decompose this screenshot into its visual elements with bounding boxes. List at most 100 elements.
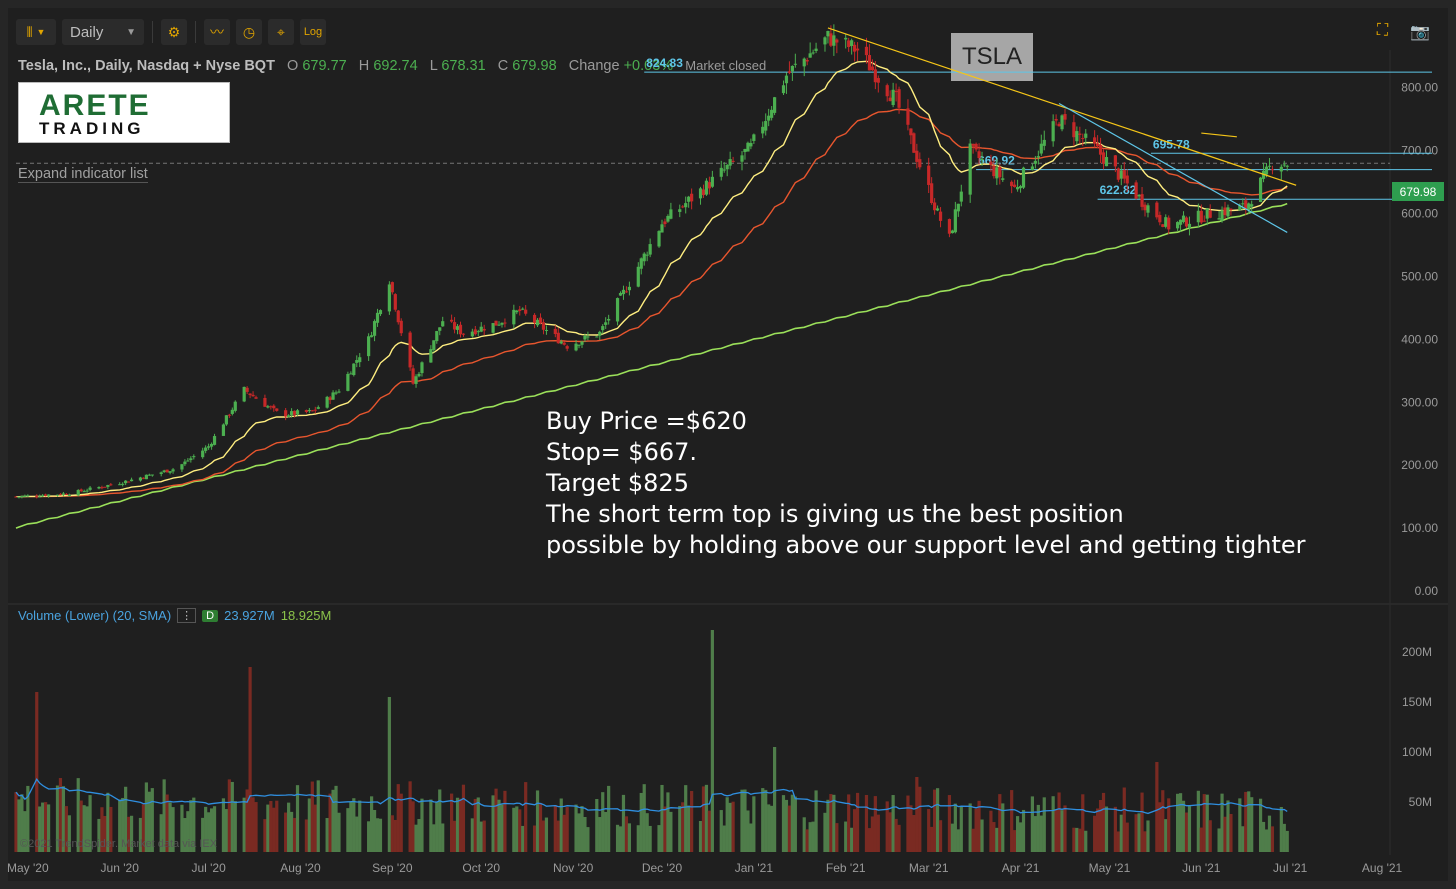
x-tick-label: Jul '21 (1273, 861, 1308, 875)
volume-bar (254, 802, 258, 852)
volume-bar (802, 817, 806, 852)
volume-bar (870, 816, 874, 852)
candle-body (767, 115, 771, 121)
volume-bar (1244, 791, 1248, 852)
log-scale-button[interactable]: Log (300, 19, 326, 45)
volume-bar (227, 779, 231, 852)
indicators-button[interactable]: 〰 (204, 19, 230, 45)
candle-body (1122, 169, 1126, 179)
volume-bar (1187, 806, 1192, 852)
volume-bar (189, 800, 193, 852)
volume-bar (1084, 830, 1088, 852)
volume-bar (221, 798, 226, 852)
candle-body (470, 331, 474, 337)
candle-body (1205, 208, 1209, 219)
fullscreen-icon[interactable]: ⛶ (1376, 22, 1389, 39)
volume-bar (1167, 798, 1171, 852)
candle-body (998, 167, 1002, 178)
market-status: Market closed (685, 58, 767, 73)
volume-bar (304, 819, 309, 852)
candle-body (850, 40, 854, 46)
ticker-box: TSLA (951, 33, 1033, 81)
volume-bar (1030, 796, 1035, 852)
volume-bar (165, 794, 169, 852)
volume-bar (1229, 813, 1233, 852)
symbol-line: Tesla, Inc., Daily, Nasdaq + Nyse BQT (18, 58, 275, 74)
volume-bar (595, 798, 599, 852)
candle-body (1146, 205, 1150, 213)
replay-button[interactable]: ◷ (236, 19, 262, 45)
volume-bar (230, 781, 234, 852)
high-label: H (358, 58, 370, 74)
volume-bar (666, 792, 670, 852)
volume-bar (938, 820, 943, 852)
volume-bar (144, 782, 148, 852)
candle-body (46, 494, 51, 497)
settings-button[interactable]: ⚙ (161, 19, 187, 45)
candle-body (150, 474, 154, 476)
volume-bar (1013, 830, 1017, 852)
candle-body (636, 266, 640, 287)
volume-bar (497, 799, 501, 852)
candle-body (781, 85, 786, 94)
candle-body (1063, 114, 1067, 120)
candle-body (707, 182, 712, 189)
candle-body (847, 40, 851, 48)
volume-bar (1285, 830, 1289, 852)
volume-bar (118, 799, 122, 852)
candle-body (1161, 224, 1165, 227)
x-tick-label: Sep '20 (372, 861, 413, 875)
candle-body (1202, 220, 1206, 222)
candle-body (1054, 118, 1058, 121)
volume-bar (1036, 804, 1040, 852)
candle-body (272, 405, 276, 409)
candle-body (974, 143, 978, 150)
crosshair-button[interactable]: ⌖ (268, 19, 294, 45)
candle-body (390, 282, 394, 293)
camera-icon[interactable]: 📷 (1410, 24, 1430, 41)
volume-bar (82, 805, 86, 852)
volume-bar (372, 809, 377, 852)
toolbar: ⫴ ▼ Daily ▼ ⚙ 〰 ◷ ⌖ Log (16, 18, 326, 46)
more-options-icon[interactable]: ⋮ (177, 608, 197, 623)
chart-type-button[interactable]: ⫴ ▼ (16, 19, 56, 45)
volume-bar (358, 800, 362, 852)
volume-bar (867, 828, 872, 852)
x-tick-label: May '20 (7, 861, 49, 875)
candle-body (844, 37, 848, 40)
volume-bar (701, 786, 706, 852)
volume-bar (266, 804, 270, 852)
volume-bar (781, 795, 786, 852)
candle-body (372, 321, 377, 336)
volume-bar (933, 789, 937, 852)
candle-body (1095, 143, 1100, 147)
candle-body (121, 483, 125, 485)
candle-body (118, 484, 122, 486)
candle-body (583, 335, 587, 340)
volume-bar (251, 797, 255, 852)
low-value: 678.31 (441, 58, 486, 74)
volume-bar (645, 813, 649, 852)
expand-indicator-list-link[interactable]: Expand indicator list (18, 166, 148, 183)
candle-body (639, 258, 643, 269)
sma-long-line (15, 202, 1288, 529)
candle-body (1164, 217, 1168, 227)
candle-body (82, 491, 86, 493)
interval-select[interactable]: Daily ▼ (62, 19, 144, 45)
candle-body (64, 493, 68, 495)
change-label: Change (568, 58, 620, 74)
x-tick-label: Aug '21 (1362, 861, 1403, 875)
volume-sma-line (15, 777, 1288, 815)
volume-bar (275, 800, 279, 852)
candle-body (482, 328, 486, 331)
volume-bar (295, 785, 300, 852)
volume-bar (1057, 792, 1061, 852)
volume-bar (476, 797, 480, 852)
indicator-wave-icon: 〰 (210, 24, 224, 40)
candle-body (476, 331, 480, 333)
volume-bar (918, 786, 922, 852)
candle-body (933, 202, 937, 211)
volume-bar (704, 784, 709, 852)
volume-bar (378, 818, 383, 852)
